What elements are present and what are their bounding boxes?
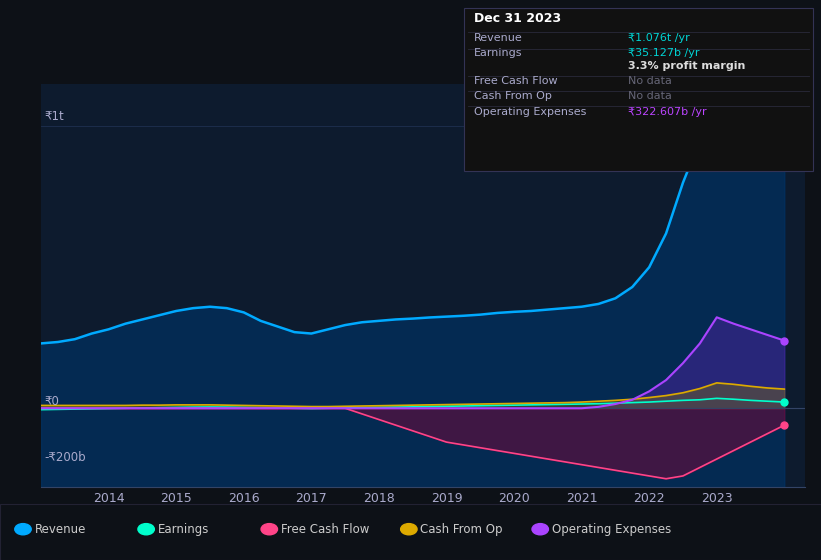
Text: ₹0: ₹0 xyxy=(44,395,59,408)
Text: ₹322.607b /yr: ₹322.607b /yr xyxy=(628,107,707,117)
Text: ₹35.127b /yr: ₹35.127b /yr xyxy=(628,48,699,58)
Text: 3.3% profit margin: 3.3% profit margin xyxy=(628,61,745,71)
Text: Free Cash Flow: Free Cash Flow xyxy=(474,76,557,86)
Text: Operating Expenses: Operating Expenses xyxy=(552,523,671,536)
Text: No data: No data xyxy=(628,76,672,86)
Text: -₹200b: -₹200b xyxy=(44,451,86,464)
Text: ₹1.076t /yr: ₹1.076t /yr xyxy=(628,33,690,43)
Text: Free Cash Flow: Free Cash Flow xyxy=(281,523,369,536)
Text: Dec 31 2023: Dec 31 2023 xyxy=(474,12,561,25)
Text: Cash From Op: Cash From Op xyxy=(474,91,552,101)
Text: ₹1t: ₹1t xyxy=(44,110,64,123)
Text: Earnings: Earnings xyxy=(474,48,522,58)
Text: No data: No data xyxy=(628,91,672,101)
Text: Revenue: Revenue xyxy=(34,523,86,536)
Text: Earnings: Earnings xyxy=(158,523,209,536)
Text: Operating Expenses: Operating Expenses xyxy=(474,107,586,117)
Text: Cash From Op: Cash From Op xyxy=(420,523,502,536)
Text: Revenue: Revenue xyxy=(474,33,522,43)
